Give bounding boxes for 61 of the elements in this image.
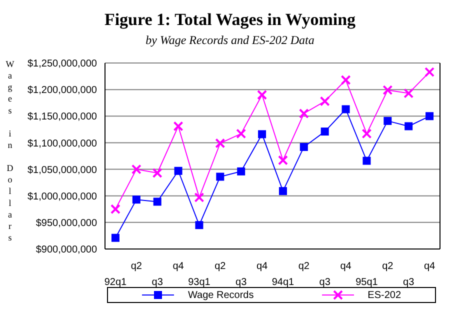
x-tick-label: q4 xyxy=(424,261,436,272)
x-tick-label: q3 xyxy=(236,277,248,288)
point xyxy=(426,112,434,120)
point xyxy=(173,121,184,132)
point xyxy=(362,128,372,139)
point xyxy=(384,116,392,125)
legend-label: ES-202 xyxy=(368,290,402,300)
point xyxy=(237,167,246,176)
point xyxy=(216,172,224,181)
y-tick-label: $1,150,000,000 xyxy=(27,112,98,123)
point xyxy=(258,130,266,138)
x-tick-label: 95q1 xyxy=(356,277,378,288)
point xyxy=(152,168,162,178)
point xyxy=(278,155,288,166)
point xyxy=(153,198,162,206)
point xyxy=(174,166,182,175)
y-tick-label: $950,000,000 xyxy=(36,218,98,229)
point xyxy=(342,105,350,114)
x-tick-label: q2 xyxy=(382,261,394,272)
chart-title: Figure 1: Total Wages in Wyoming xyxy=(103,10,357,30)
x-tick-label: 94q1 xyxy=(272,277,295,288)
y-tick-label: $900,000,000 xyxy=(36,244,98,256)
point xyxy=(257,90,268,100)
x-tick-label: q3 xyxy=(319,277,331,288)
point xyxy=(320,128,329,136)
point xyxy=(194,192,204,202)
x-tick-label: q4 xyxy=(172,261,184,272)
point xyxy=(215,138,226,148)
x-tick-label: q3 xyxy=(403,277,415,288)
y-tick-label: $1,100,000,000 xyxy=(27,138,98,150)
point xyxy=(278,187,287,196)
legend-label: Wage Records xyxy=(188,290,254,300)
y-tick-label: $1,200,000,000 xyxy=(27,85,98,96)
x-tick-label: q2 xyxy=(214,261,226,272)
x-tick-label: q2 xyxy=(130,261,142,272)
x-tick-label: 92q1 xyxy=(104,277,128,288)
point xyxy=(424,67,435,78)
point xyxy=(132,196,140,204)
point xyxy=(111,234,120,242)
point xyxy=(195,221,204,230)
x-tick-label: q4 xyxy=(340,261,352,272)
point xyxy=(404,122,413,130)
y-tick-label: $1,050,000,000 xyxy=(27,164,98,176)
x-tick-label: 93q1 xyxy=(188,277,211,288)
point xyxy=(110,204,120,214)
point xyxy=(300,142,308,151)
y-tick-label: $1,000,000,000 xyxy=(27,191,98,202)
chart-subtitle: by Wage Records and ES-202 Data xyxy=(144,33,316,48)
point xyxy=(404,88,414,98)
point xyxy=(131,164,142,174)
point xyxy=(340,75,351,86)
point xyxy=(320,96,330,106)
point xyxy=(298,108,309,118)
x-tick-label: q3 xyxy=(152,277,164,288)
point xyxy=(382,85,393,96)
x-tick-label: q4 xyxy=(256,261,268,272)
point xyxy=(362,156,371,165)
point xyxy=(236,128,246,139)
y-tick-label: $1,250,000,000 xyxy=(27,58,98,70)
text: Wages in Dollars xyxy=(6,59,14,242)
x-tick-label: q2 xyxy=(298,261,310,272)
